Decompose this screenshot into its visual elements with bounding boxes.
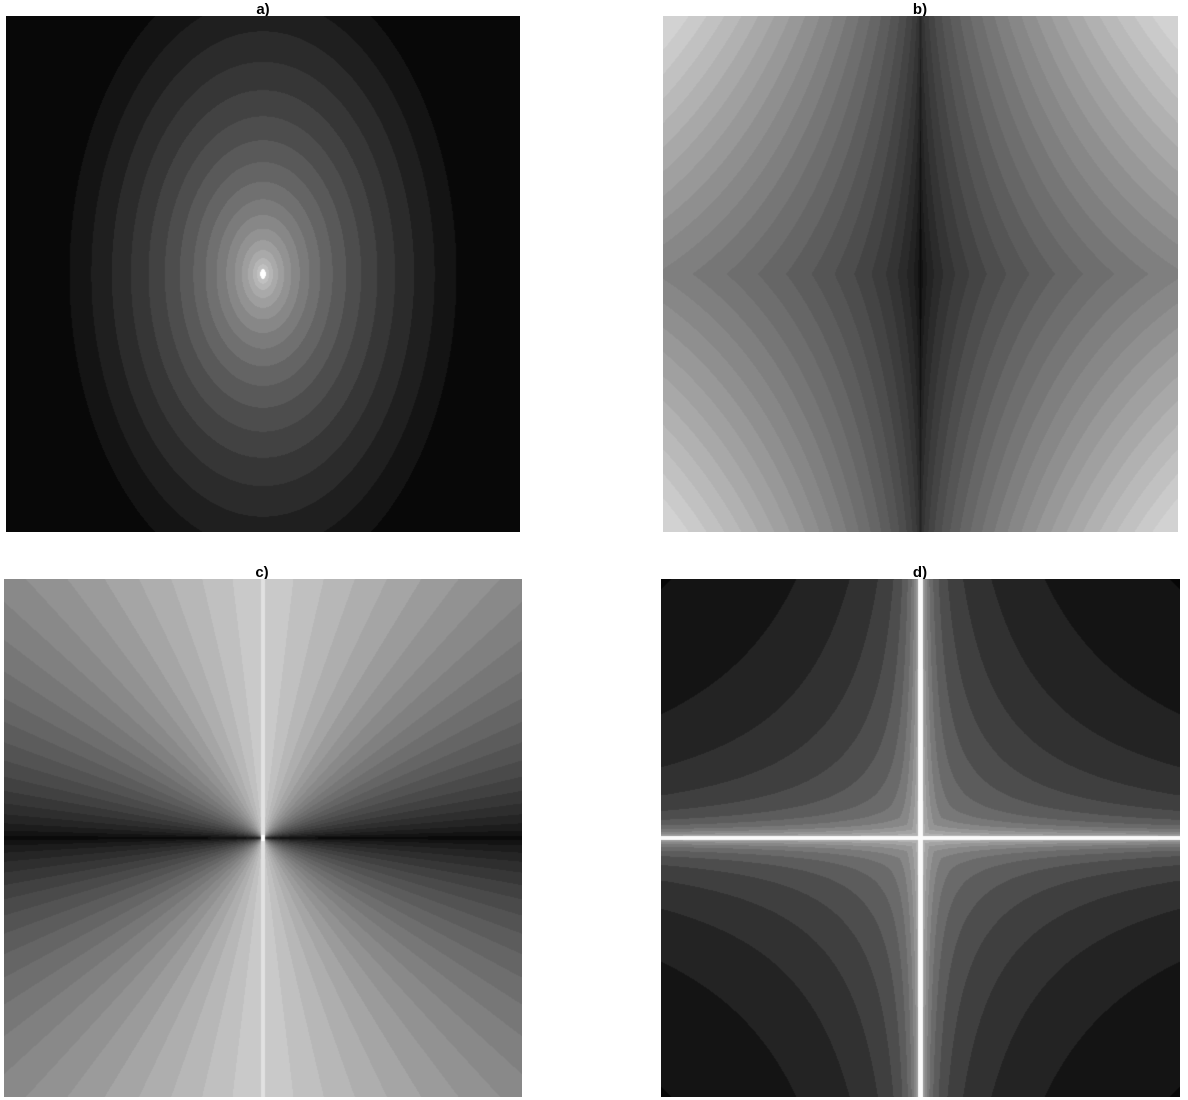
panel-a-title: a) (256, 1, 270, 18)
panel-c-contour-image (4, 579, 522, 1097)
panel-a-contour-image (6, 16, 520, 532)
panel-d-title: d) (912, 564, 928, 581)
panel-d-contour-image (661, 579, 1180, 1097)
panel-b-contour-image (663, 16, 1178, 532)
panel-c-title: c) (255, 564, 269, 581)
panel-b-title: b) (912, 1, 928, 18)
